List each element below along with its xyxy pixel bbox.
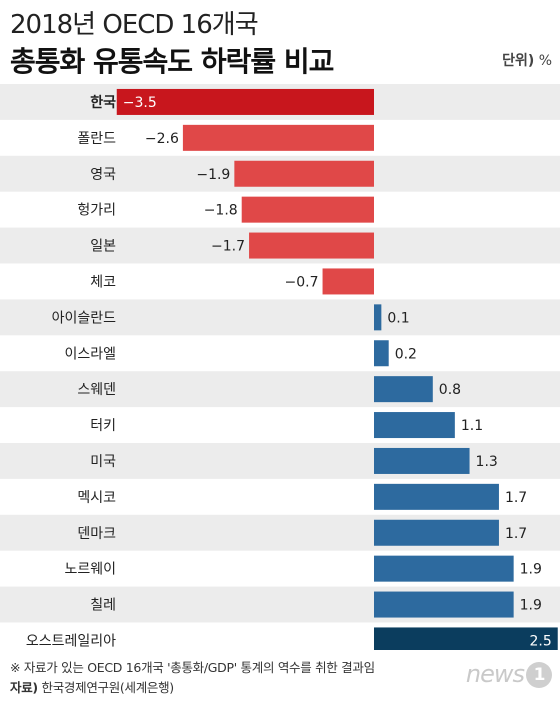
value-label: 1.7 — [505, 526, 527, 542]
unit-note: 단위) % — [502, 50, 552, 70]
bar — [374, 304, 382, 331]
chart-title-line1: 2018년 OECD 16개국 — [10, 10, 259, 40]
value-label: 1.9 — [520, 562, 542, 578]
value-label: 2.5 — [529, 633, 551, 649]
value-label: 1.3 — [476, 454, 498, 470]
row-background — [0, 371, 560, 408]
category-label: 멕시코 — [77, 490, 116, 506]
bar — [241, 196, 374, 223]
value-label: −1.7 — [211, 239, 245, 255]
category-label: 일본 — [90, 239, 116, 255]
value-label: −2.6 — [145, 131, 179, 147]
category-label: 스웨덴 — [77, 382, 116, 398]
value-label: 1.7 — [505, 490, 527, 506]
value-label: −0.7 — [285, 274, 319, 290]
category-label: 헝가리 — [77, 203, 116, 219]
bar — [249, 232, 374, 259]
value-label: 1.9 — [520, 598, 542, 614]
bar — [374, 555, 514, 582]
category-label: 오스트레일리아 — [26, 633, 116, 649]
category-label: 체코 — [90, 274, 116, 290]
category-label: 영국 — [90, 167, 116, 183]
bar — [374, 376, 433, 403]
value-label: 0.2 — [395, 346, 417, 362]
news1-logo: news 1 — [466, 660, 552, 688]
bar — [374, 519, 499, 546]
bar — [234, 160, 374, 187]
logo-text: news — [465, 660, 525, 688]
category-label: 칠레 — [90, 598, 116, 614]
value-label: −3.5 — [123, 95, 157, 111]
bar — [374, 412, 455, 439]
category-label: 노르웨이 — [64, 562, 116, 578]
category-label: 이스라엘 — [64, 346, 116, 362]
bar — [374, 483, 499, 510]
category-label: 폴란드 — [77, 131, 116, 147]
category-label: 미국 — [90, 454, 116, 470]
row-background — [0, 299, 560, 336]
category-label: 아이슬란드 — [52, 310, 117, 326]
unit-value: % — [538, 53, 552, 69]
source-value: 한국경제연구원(세계은행) — [41, 680, 175, 695]
source-line: 자료) 한국경제연구원(세계은행) — [10, 677, 174, 696]
bar — [374, 591, 514, 618]
category-label: 터키 — [90, 418, 116, 434]
bar — [322, 268, 374, 295]
chart-title-line2: 총통화 유통속도 하락률 비교 — [10, 45, 334, 78]
value-label: −1.8 — [204, 203, 238, 219]
value-label: 0.8 — [439, 382, 461, 398]
bar — [374, 447, 470, 474]
logo-number: 1 — [526, 662, 552, 688]
bar — [116, 88, 374, 115]
value-label: 1.1 — [461, 418, 483, 434]
unit-label: 단위) — [502, 53, 535, 69]
bar — [374, 627, 558, 650]
bar-chart: 한국 −3.5 폴란드 −2.6 영국 −1.9 헝가리 −1.8 일본 −1.7 체코 −0.7 아이… — [0, 84, 560, 650]
bar — [374, 340, 389, 367]
source-key: 자료) — [10, 680, 38, 695]
bar — [182, 124, 374, 151]
footnote: ※ 자료가 있는 OECD 16개국 '총통화/GDP' 통계의 역수를 취한 … — [10, 660, 375, 675]
value-label: 0.1 — [387, 310, 409, 326]
category-label: 한국 — [90, 95, 116, 111]
value-label: −1.9 — [196, 167, 230, 183]
category-label: 덴마크 — [77, 526, 116, 542]
